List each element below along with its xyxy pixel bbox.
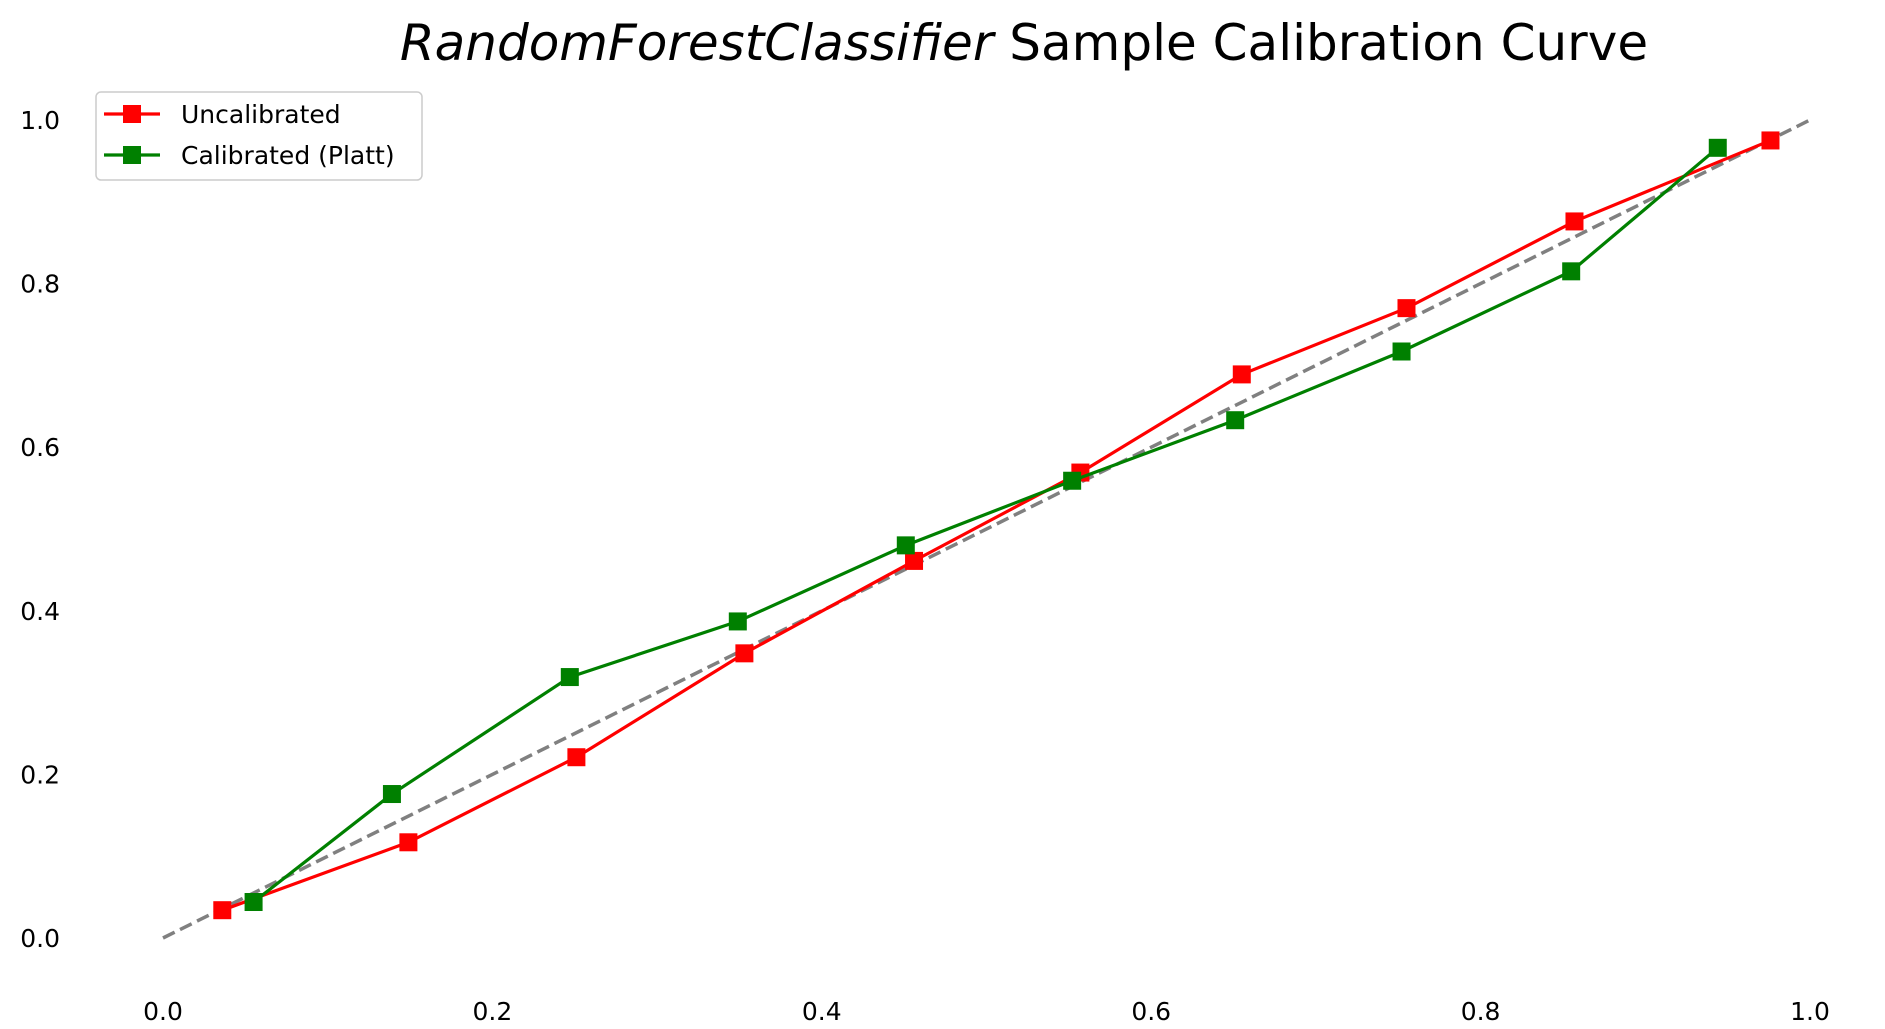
legend-label: Uncalibrated xyxy=(181,100,341,129)
data-point xyxy=(1761,131,1780,150)
chart-title-italic: RandomForestClassifier xyxy=(400,14,997,72)
data-point xyxy=(1562,262,1581,281)
data-point xyxy=(728,612,747,631)
data-point xyxy=(1226,411,1245,430)
data-point xyxy=(1063,471,1082,490)
data-point xyxy=(560,668,579,687)
series-line xyxy=(221,138,1772,912)
y-tick-labels: 0.0 0.2 0.4 0.6 0.8 1.0 xyxy=(20,106,60,953)
y-tick-label: 0.6 xyxy=(20,433,60,462)
x-tick-label: 0.8 xyxy=(1461,997,1501,1026)
y-tick-label: 0.2 xyxy=(20,760,60,789)
series-line xyxy=(252,146,1719,904)
y-tick-label: 0.0 xyxy=(20,924,60,953)
x-tick-label: 0.2 xyxy=(473,997,513,1026)
reference-diagonal-line xyxy=(162,118,1811,940)
y-tick-label: 1.0 xyxy=(20,106,60,135)
x-tick-label: 1.0 xyxy=(1790,997,1830,1026)
data-point xyxy=(1397,299,1416,318)
data-point xyxy=(896,536,915,555)
data-point xyxy=(399,833,418,852)
reference-diagonal-layer xyxy=(162,118,1811,940)
legend-box xyxy=(95,91,423,181)
legend: Uncalibrated Calibrated (Platt) xyxy=(95,91,423,181)
series-uncalibrated xyxy=(213,131,1780,920)
data-point xyxy=(735,644,754,663)
data-point xyxy=(1565,212,1584,231)
legend-marker xyxy=(123,146,141,164)
x-tick-label: 0.4 xyxy=(802,997,842,1026)
x-tick-label: 0.6 xyxy=(1131,997,1171,1026)
data-point xyxy=(382,785,401,804)
legend-label: Calibrated (Platt) xyxy=(181,141,395,170)
data-point xyxy=(244,893,263,912)
chart-title: RandomForestClassifier Sample Calibratio… xyxy=(400,14,1648,72)
data-point xyxy=(213,901,232,920)
data-point xyxy=(905,551,924,570)
series-calibrated xyxy=(244,138,1727,912)
series-layer xyxy=(213,131,1780,920)
y-tick-label: 0.8 xyxy=(20,270,60,299)
chart-title-rest: Sample Calibration Curve xyxy=(993,14,1648,72)
data-point xyxy=(567,748,586,767)
data-point xyxy=(1392,342,1411,361)
data-point xyxy=(1708,138,1727,157)
y-tick-label: 0.4 xyxy=(20,597,60,626)
x-tick-labels: 0.0 0.2 0.4 0.6 0.8 1.0 xyxy=(143,997,1830,1026)
legend-marker xyxy=(123,105,141,123)
x-tick-label: 0.0 xyxy=(143,997,183,1026)
data-point xyxy=(1232,365,1251,384)
